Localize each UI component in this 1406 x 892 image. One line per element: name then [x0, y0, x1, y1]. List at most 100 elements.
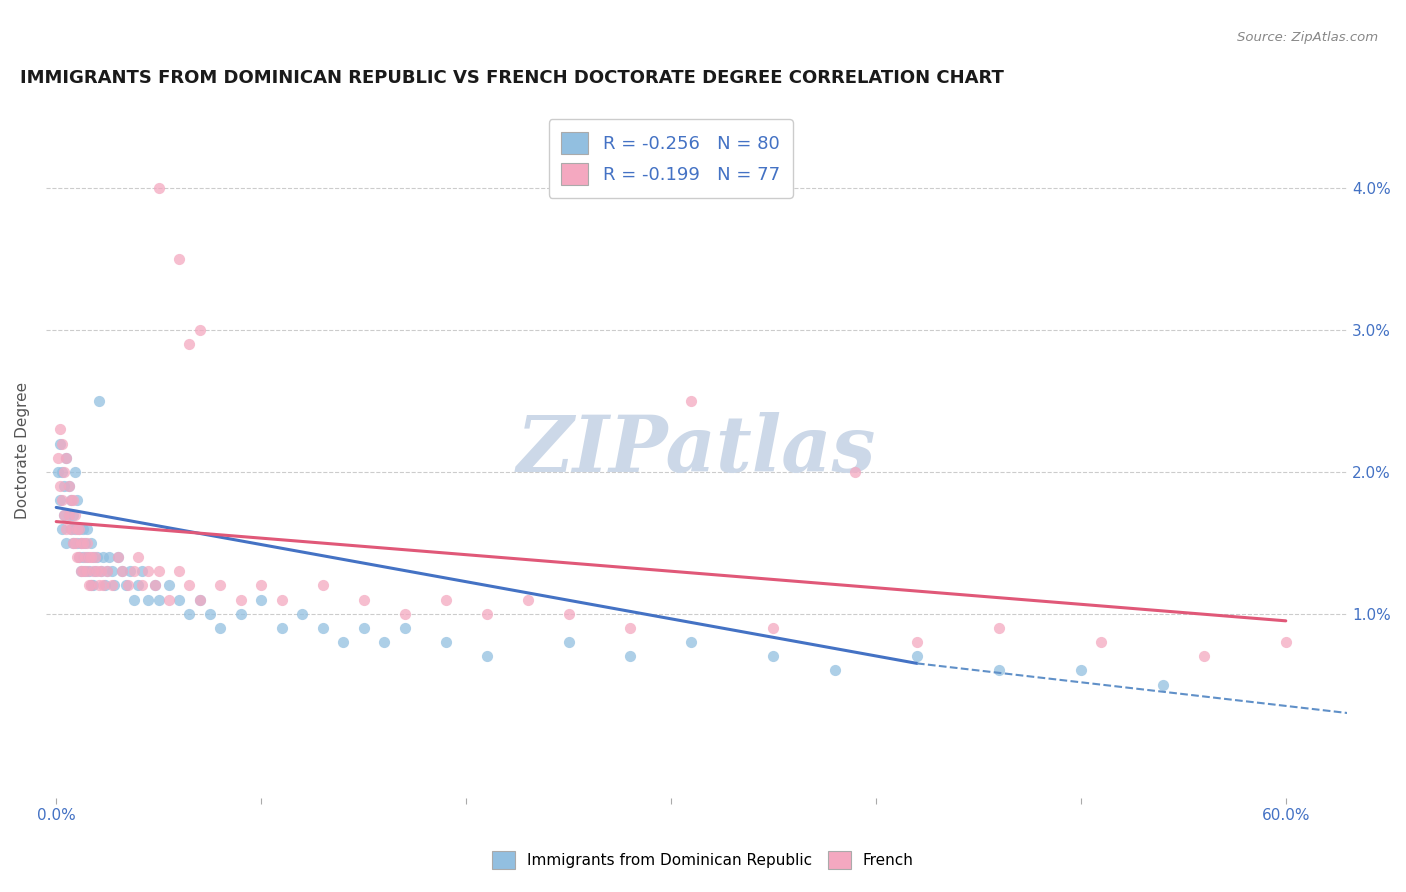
Point	[76, 536, 98, 550]
Point	[167, 564, 190, 578]
Point	[82, 564, 104, 578]
Point	[557, 635, 579, 649]
Point	[100, 564, 122, 578]
Point	[58, 479, 80, 493]
Point	[86, 564, 108, 578]
Point	[332, 635, 354, 649]
Point	[49, 493, 72, 508]
Point	[122, 592, 145, 607]
Point	[117, 578, 139, 592]
Point	[53, 508, 76, 522]
Point	[58, 508, 80, 522]
Point	[62, 536, 84, 550]
Point	[619, 649, 641, 664]
Point	[353, 621, 375, 635]
Point	[72, 564, 94, 578]
Point	[51, 436, 73, 450]
Point	[353, 592, 375, 607]
Point	[80, 536, 103, 550]
Point	[77, 549, 100, 564]
Point	[127, 549, 149, 564]
Legend: Immigrants from Dominican Republic, French: Immigrants from Dominican Republic, Fren…	[486, 845, 920, 875]
Point	[987, 664, 1010, 678]
Point	[58, 508, 80, 522]
Point	[90, 564, 112, 578]
Point	[63, 522, 86, 536]
Point	[619, 621, 641, 635]
Point	[67, 522, 90, 536]
Point	[76, 549, 98, 564]
Point	[1192, 649, 1215, 664]
Point	[103, 578, 125, 592]
Point	[73, 549, 96, 564]
Point	[80, 578, 103, 592]
Text: Source: ZipAtlas.com: Source: ZipAtlas.com	[1237, 31, 1378, 45]
Point	[475, 607, 498, 621]
Point	[55, 536, 77, 550]
Point	[229, 592, 252, 607]
Point	[82, 578, 104, 592]
Point	[291, 607, 314, 621]
Point	[62, 536, 84, 550]
Point	[55, 450, 77, 465]
Point	[138, 592, 160, 607]
Point	[122, 564, 145, 578]
Point	[86, 549, 108, 564]
Point	[59, 493, 82, 508]
Point	[270, 592, 292, 607]
Point	[53, 479, 76, 493]
Point	[84, 549, 107, 564]
Point	[93, 549, 115, 564]
Point	[1070, 664, 1092, 678]
Point	[475, 649, 498, 664]
Point	[394, 607, 416, 621]
Point	[46, 450, 69, 465]
Point	[67, 549, 90, 564]
Point	[59, 493, 82, 508]
Point	[76, 522, 98, 536]
Point	[270, 621, 292, 635]
Point	[167, 252, 190, 267]
Text: ZIPatlas: ZIPatlas	[517, 412, 876, 489]
Point	[143, 578, 166, 592]
Point	[51, 522, 73, 536]
Point	[557, 607, 579, 621]
Point	[66, 522, 89, 536]
Point	[77, 564, 100, 578]
Point	[94, 578, 117, 592]
Point	[250, 578, 273, 592]
Point	[80, 578, 103, 592]
Point	[84, 564, 107, 578]
Point	[72, 522, 94, 536]
Point	[157, 592, 180, 607]
Point	[89, 578, 111, 592]
Point	[107, 549, 129, 564]
Point	[138, 564, 160, 578]
Point	[905, 635, 928, 649]
Point	[66, 536, 89, 550]
Point	[55, 522, 77, 536]
Point	[229, 607, 252, 621]
Point	[143, 578, 166, 592]
Point	[51, 465, 73, 479]
Point	[311, 578, 333, 592]
Point	[209, 621, 232, 635]
Point	[1274, 635, 1296, 649]
Point	[179, 607, 201, 621]
Point	[82, 549, 104, 564]
Point	[63, 465, 86, 479]
Point	[188, 592, 211, 607]
Point	[434, 592, 457, 607]
Point	[76, 564, 98, 578]
Point	[69, 536, 91, 550]
Y-axis label: Doctorate Degree: Doctorate Degree	[15, 382, 30, 519]
Point	[72, 536, 94, 550]
Point	[824, 664, 846, 678]
Point	[62, 508, 84, 522]
Point	[59, 522, 82, 536]
Point	[250, 592, 273, 607]
Point	[96, 564, 118, 578]
Point	[115, 578, 138, 592]
Point	[98, 549, 121, 564]
Point	[77, 578, 100, 592]
